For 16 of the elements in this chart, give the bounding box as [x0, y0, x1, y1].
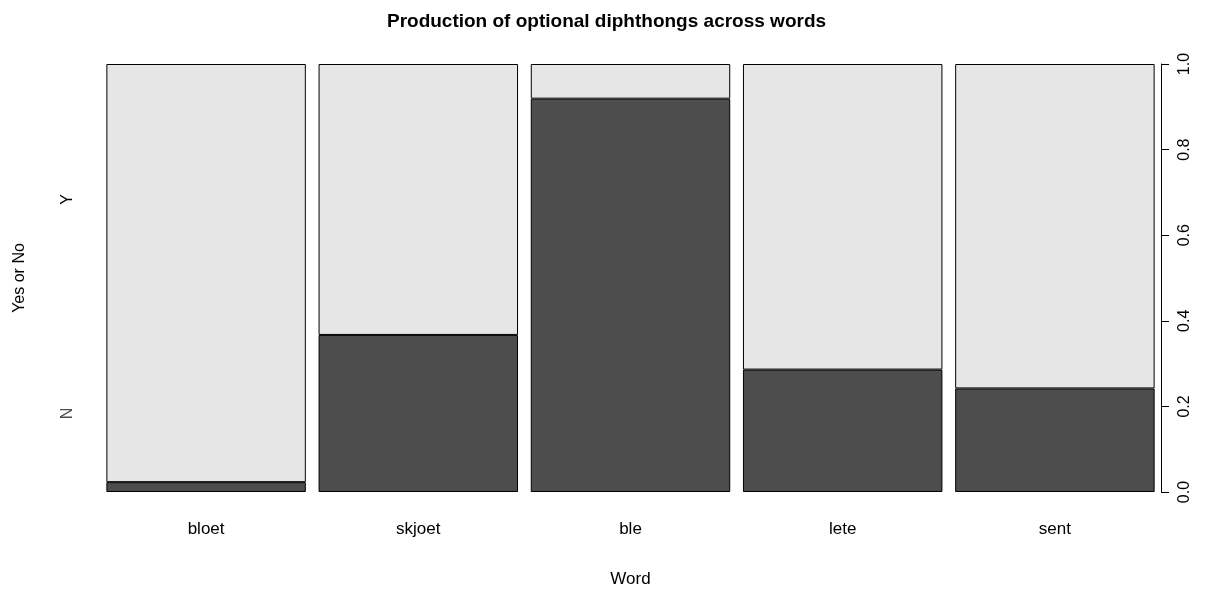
- x-tick-label: bloet: [187, 519, 225, 538]
- x-tick-label: sent: [1038, 519, 1072, 538]
- x-tick-label: ble: [619, 519, 642, 538]
- x-axis-title: Word: [610, 569, 651, 588]
- y-tick-label: 1.0: [1174, 52, 1192, 76]
- y-axis-title: Yes or No: [9, 243, 27, 313]
- chart-title: Production of optional diphthongs across words: [386, 10, 827, 31]
- y-tick-label: 0.2: [1174, 395, 1192, 418]
- text: Y: [57, 193, 75, 205]
- text: N: [57, 407, 75, 420]
- y-tick-label: 0.8: [1174, 138, 1192, 161]
- y-tick-label: 0.4: [1174, 309, 1192, 332]
- x-tick-label: lete: [828, 519, 857, 538]
- y-tick-label: 0.0: [1174, 480, 1192, 504]
- x-tick-label: skjoet: [396, 519, 441, 538]
- y-tick-label: 0.6: [1174, 223, 1192, 247]
